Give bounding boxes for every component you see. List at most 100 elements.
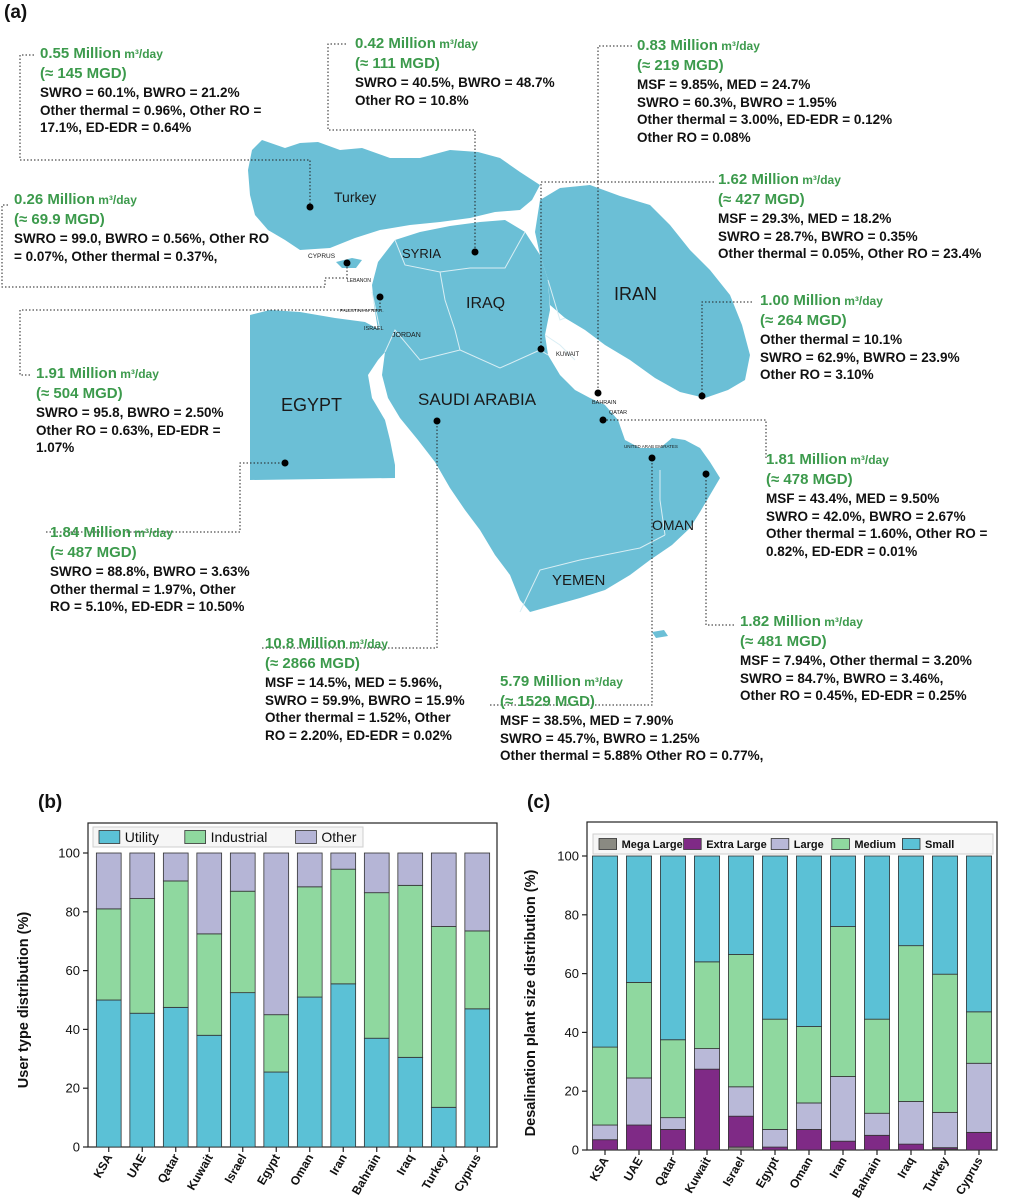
x-tick-label: KSA <box>91 1151 116 1180</box>
panel-letter-a: (a) <box>4 2 28 23</box>
y-axis-label: User type distribution (%) <box>16 912 32 1089</box>
bar-segment-other <box>296 852 323 888</box>
technology-share-line: 17.1%, ED-EDR = 0.64% <box>40 120 192 136</box>
callout-bahrain: 0.83 Million m³/day (≈ 219 MGD) MSF = 9.85… <box>637 36 892 146</box>
legend-swatch <box>184 830 207 844</box>
callout-cyprus: 0.26 Million m³/day (≈ 69.9 MGD) SWRO = 99… <box>14 190 269 265</box>
bar-segment-other <box>162 852 189 882</box>
technology-share-line: SWRO = 88.8%, BWRO = 3.63% <box>50 564 250 579</box>
bar-segment-large <box>864 1112 890 1136</box>
bar-segment-industrial <box>95 908 122 1001</box>
bar-segment-small <box>728 855 754 955</box>
bar-segment-small <box>830 855 856 927</box>
bar-segment-extra-large <box>592 1139 618 1151</box>
bar-segment-industrial <box>129 898 156 1014</box>
capacity-mgd: (≈ 264 MGD) <box>760 312 847 329</box>
legend-swatch <box>770 838 790 850</box>
technology-share-line: RO = 5.10%, ED-EDR = 10.50% <box>50 599 245 615</box>
bar-segment-extra-large <box>626 1124 652 1151</box>
bar-segment-large <box>830 1076 856 1142</box>
legend-swatch <box>901 838 921 850</box>
capacity-value: 1.84 Million <box>50 524 131 541</box>
bar-segment-industrial <box>330 868 357 985</box>
technology-share-line: MSF = 38.5%, MED = 7.90% <box>500 713 674 728</box>
bar-segment-medium <box>796 1026 822 1104</box>
label-saudi-arabia: SAUDI ARABIA <box>418 390 537 409</box>
x-tick-label: Egypt <box>753 1155 782 1191</box>
bar-segment-medium <box>966 1011 992 1064</box>
panel-letter-c: (c) <box>527 792 551 813</box>
bar-segment-extra-large <box>864 1134 890 1151</box>
label-jordan: JORDAN <box>392 332 421 339</box>
bar-segment-industrial <box>196 933 223 1036</box>
technology-share-line: MSF = 14.5%, MED = 5.96%, <box>265 675 443 690</box>
bar-segment-extra-large <box>796 1129 822 1151</box>
bar-segment-extra-large <box>830 1140 856 1151</box>
capacity-mgd: (≈ 481 MGD) <box>740 633 827 650</box>
legend-label: Extra Large <box>706 839 767 851</box>
bar-segment-small <box>898 855 924 947</box>
technology-share-line: MSF = 29.3%, MED = 18.2% <box>718 211 892 226</box>
dot-oman <box>702 470 710 478</box>
capacity-value: 1.82 Million <box>740 613 821 630</box>
bar-segment-small <box>694 855 720 963</box>
technology-share-line: Other thermal = 1.60%, Other RO = <box>766 526 988 542</box>
technology-share-line: SWRO = 60.3%, BWRO = 1.95% <box>637 94 837 110</box>
label-syria: SYRIA <box>402 246 441 261</box>
bar-segment-utility <box>129 1012 156 1148</box>
capacity-mgd: (≈ 111 MGD) <box>355 55 440 72</box>
land-iran <box>535 185 750 398</box>
y-tick-label: 60 <box>66 963 80 978</box>
bar-segment-utility <box>263 1071 290 1148</box>
bar-segment-other <box>95 852 122 910</box>
legend-label: Industrial <box>211 829 268 845</box>
capacity-value: 0.42 Million <box>355 35 436 52</box>
technology-share-line: = 0.07%, Other thermal = 0.37%, <box>14 248 218 264</box>
bar-segment-large <box>592 1124 618 1141</box>
y-tick-label: 20 <box>66 1081 80 1096</box>
dot-cyprus <box>343 259 351 267</box>
technology-share-line: SWRO = 40.5%, BWRO = 48.7% <box>355 75 555 90</box>
legend-label: Small <box>925 839 954 851</box>
legend-swatch <box>683 838 702 850</box>
label-oman: OMAN <box>652 517 694 533</box>
capacity-unit: m³/day <box>130 526 173 540</box>
bar-segment-other <box>397 852 424 886</box>
bar-segment-utility <box>363 1037 390 1148</box>
legend-label: Mega Large <box>622 839 683 851</box>
technology-share-line: SWRO = 62.9%, BWRO = 23.9% <box>760 349 960 365</box>
land-island <box>652 630 668 638</box>
capacity-unit: m³/day <box>717 39 760 53</box>
location-dots <box>281 203 710 478</box>
legend-label: Utility <box>125 829 159 845</box>
capacity-mgd: (≈ 145 MGD) <box>40 65 127 82</box>
capacity-mgd: (≈ 487 MGD) <box>50 544 137 561</box>
x-tick-label: Egypt <box>254 1152 283 1188</box>
capacity-value: 0.55 Million <box>40 45 121 62</box>
x-tick-label: KSA <box>587 1154 612 1183</box>
region-map <box>248 140 750 638</box>
bar-segment-industrial <box>229 890 256 994</box>
bar-segment-large <box>762 1129 788 1148</box>
capacity-unit: m³/day <box>846 453 889 467</box>
label-iran: IRAN <box>614 284 657 304</box>
technology-share-line: SWRO = 42.0%, BWRO = 2.67% <box>766 508 966 524</box>
capacity-mgd: (≈ 478 MGD) <box>766 471 853 488</box>
bar-segment-large <box>660 1117 686 1130</box>
legend-swatch <box>831 838 850 850</box>
bar-segment-other <box>330 852 357 870</box>
capacity-value: 1.81 Million <box>766 451 847 468</box>
capacity-amount: 1.84 Million m³/day <box>50 523 250 543</box>
panel-c-plant-size-chart: (c) 0 20 40 60 80 100 Desalination plant size … <box>507 790 1014 1200</box>
technology-share-line: Other RO = 0.45%, ED-EDR = 0.25% <box>740 688 967 704</box>
chart-b-svg: 0 20 40 60 80 100 User type distribution (%) KS… <box>16 822 498 1197</box>
bar-segment-mega-large <box>728 1146 754 1151</box>
capacity-amount: 0.26 Million m³/day <box>14 190 269 210</box>
bar-segment-large <box>932 1111 958 1149</box>
land-turkey <box>248 140 540 250</box>
y-tick-label: 80 <box>66 904 80 919</box>
y-tick-label: 100 <box>557 849 579 864</box>
capacity-unit: m³/day <box>116 367 159 381</box>
chart-c-svg: 0 20 40 60 80 100 Desalination plant size dist… <box>523 821 998 1200</box>
x-tick-label: Israel <box>222 1152 250 1186</box>
